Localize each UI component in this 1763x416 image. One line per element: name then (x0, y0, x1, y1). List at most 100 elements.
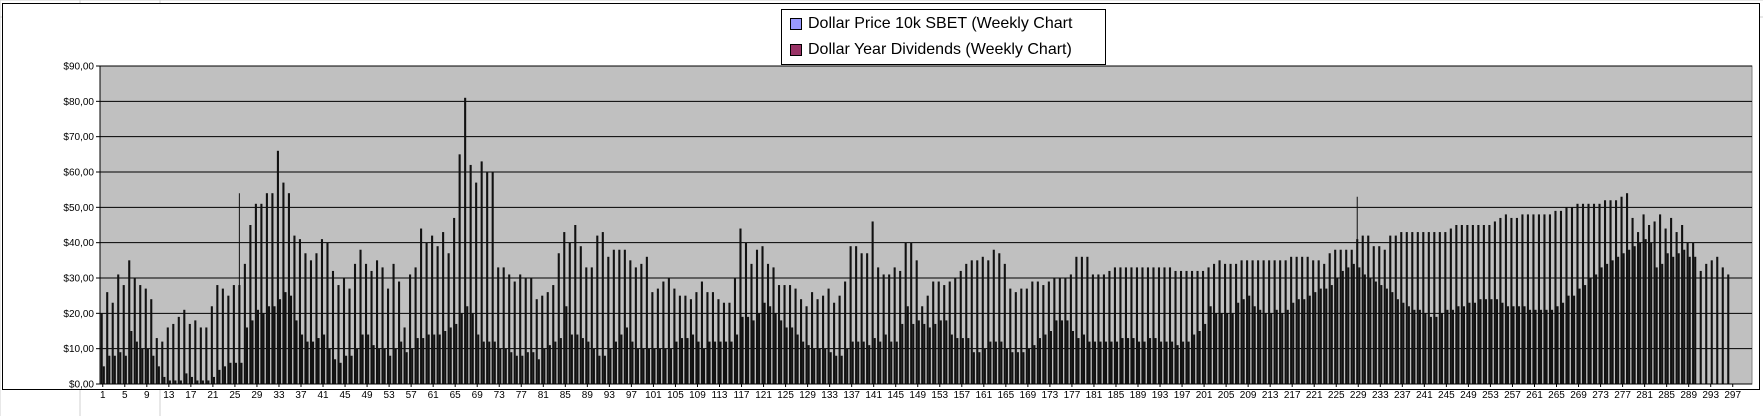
bar-price (1559, 210, 1563, 384)
x-tick-label: 77 (516, 390, 528, 401)
bar-price (1108, 270, 1111, 384)
x-tick-label: 117 (734, 390, 750, 401)
bar-price (375, 260, 379, 384)
bar-dividends (691, 334, 695, 384)
bar-dividends (312, 341, 315, 384)
x-tick-label: 173 (1042, 390, 1059, 401)
bar-price (1438, 232, 1441, 384)
bar-dividends (769, 306, 772, 384)
bar-price (1378, 246, 1381, 384)
legend-label-price: Dollar Price 10k SBET (Weekly Chart (808, 15, 1073, 32)
bar-price (596, 235, 599, 384)
y-axis-ticks: $0,00 $10,00 $20,00 $30,00 $40,00 $50,00 $60,0… (63, 62, 101, 391)
bar-price (221, 288, 224, 384)
bar-price (1334, 249, 1337, 384)
bar-dividends (207, 380, 210, 384)
bar-dividends (1617, 256, 1620, 384)
bar-price (1213, 263, 1216, 384)
bar-price (1069, 274, 1072, 384)
bar-price (1664, 228, 1667, 384)
bar-dividends (356, 348, 359, 384)
bar-price (1003, 263, 1006, 384)
x-tick-label: 265 (1548, 390, 1565, 401)
bar-dividends (702, 348, 706, 384)
bar-dividends (1584, 285, 1587, 384)
bar-price (1521, 214, 1524, 384)
bar-dividends (1589, 278, 1592, 384)
bar-dividends (416, 338, 419, 384)
bar-price (1025, 288, 1028, 384)
bar-dividends (1369, 278, 1372, 384)
bar-price (1383, 249, 1386, 384)
bar-price (1576, 203, 1579, 384)
bar-price (464, 97, 467, 385)
bar-price (1548, 214, 1552, 384)
bar-price (232, 285, 235, 384)
bar-dividends (229, 362, 232, 384)
bar-dividends (108, 355, 111, 384)
bar-price (772, 267, 775, 384)
bar-price (1565, 207, 1568, 384)
bar-price (1240, 260, 1243, 384)
bar-price (260, 203, 263, 384)
bar-dividends (1077, 338, 1080, 384)
bar-price (1422, 232, 1425, 384)
bar-dividends (482, 341, 485, 384)
x-tick-label: 281 (1636, 390, 1653, 401)
bar-dividends (460, 313, 463, 384)
bar-price (1009, 288, 1012, 384)
bar-dividends (1495, 299, 1499, 384)
bar-dividends (763, 302, 766, 384)
bar-price (932, 281, 935, 384)
bar-price (282, 182, 285, 384)
bar-price (359, 249, 362, 384)
x-tick-label: 181 (1086, 390, 1103, 401)
bar-price (106, 292, 109, 384)
chart-legend[interactable]: Dollar Price 10k SBET (Weekly Chart Doll… (781, 9, 1106, 65)
bar-dividends (328, 348, 331, 384)
x-tick-label: 105 (667, 390, 684, 401)
bar-dividends (411, 348, 414, 384)
x-tick-label: 297 (1724, 390, 1741, 401)
bar-dividends (1650, 242, 1653, 384)
bar-dividends (1490, 299, 1493, 384)
bar-dividends (1237, 302, 1240, 384)
bar-price (183, 309, 186, 384)
bar-dividends (1044, 334, 1047, 384)
bar-dividends (300, 334, 304, 384)
bar-price (1620, 196, 1623, 384)
bar-dividends (334, 359, 337, 384)
bar-price (1444, 232, 1447, 384)
bar-dividends (581, 338, 584, 384)
bar-dividends (1038, 338, 1041, 384)
bar-dividends (1551, 309, 1554, 384)
bar-dividends (1198, 331, 1201, 384)
bar-dividends (1699, 270, 1702, 384)
bar-price (728, 302, 731, 384)
y-tick-label: $0,00 (69, 380, 94, 391)
bar-dividends (1204, 323, 1207, 384)
bar-dividends (1622, 253, 1625, 384)
bar-price (866, 253, 869, 384)
x-tick-label: 25 (229, 390, 241, 401)
bar-dividends (1363, 274, 1366, 384)
bar-dividends (1385, 288, 1388, 384)
bar-price (353, 263, 357, 384)
bar-price (1042, 285, 1045, 384)
bar-dividends (1473, 302, 1477, 384)
bar-dividends (554, 341, 557, 384)
bar-price (623, 249, 626, 384)
bar-price (1064, 278, 1067, 384)
bar-dividends (1165, 341, 1168, 384)
x-tick-label: 257 (1504, 390, 1521, 401)
bar-price (552, 285, 555, 384)
bar-dividends (1710, 260, 1713, 384)
bar-dividends (493, 341, 496, 384)
bar-price (276, 150, 279, 384)
bar-dividends (570, 334, 573, 384)
bar-price (750, 263, 753, 384)
x-tick-label: 277 (1614, 390, 1631, 401)
bar-price (469, 164, 472, 384)
bar-dividends (1171, 341, 1174, 384)
bar-price (122, 285, 125, 384)
